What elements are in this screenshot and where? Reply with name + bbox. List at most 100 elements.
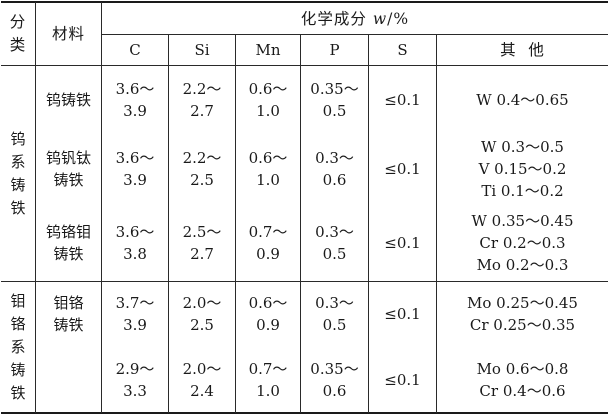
cell-text: Cr 0.25～0.35 (469, 316, 576, 334)
row5-mn: 0.7～ 1.0 (236, 346, 300, 413)
cell-text: 0.3～ (315, 294, 354, 312)
cell-text: 3.6～ (115, 149, 155, 167)
cell-text: 1.0 (256, 171, 280, 189)
cell-text: 3.7～ (115, 294, 155, 312)
row2-p: 0.3～ 0.6 (301, 134, 368, 204)
cell-text: 2.7 (190, 102, 214, 120)
category-tungsten: 钨 系 铸 铁 (1, 66, 35, 281)
cell-text: Cr 0.2～0.3 (479, 233, 566, 252)
row3-s: ≤0.1 (369, 204, 436, 281)
cell-text: 3.3 (123, 381, 147, 400)
header-title-suffix: /% (387, 9, 410, 28)
cell-text: S (397, 41, 408, 59)
header-category-char: 类 (9, 36, 27, 54)
row3-c: 3.6～ 3.8 (102, 204, 168, 281)
cell-text: Cr 0.4～0.6 (479, 381, 566, 400)
row5-s: ≤0.1 (369, 346, 436, 413)
category-moly-chrome: 钼 铬 系 铸 铁 (1, 282, 35, 413)
row2-s: ≤0.1 (369, 134, 436, 204)
header-col-s: S (369, 35, 436, 65)
cell-text: 3.9 (123, 316, 147, 334)
cell-text: 钼铬 (53, 294, 84, 312)
cell-text: 0.9 (256, 316, 280, 334)
row1-si: 2.2～ 2.7 (169, 66, 235, 134)
row2-mn: 0.6～ 1.0 (236, 134, 300, 204)
header-material-label: 材料 (51, 25, 85, 43)
header-col-mn: Mn (236, 35, 300, 65)
cell-text: 0.7～ (248, 359, 288, 378)
cell-text: 0.5 (322, 102, 347, 120)
cell-text: 0.5 (322, 244, 347, 263)
header-category: 分 类 (1, 3, 35, 65)
cell-text: 0.6～ (248, 80, 288, 98)
cell-text: 2.4 (190, 381, 214, 400)
header-col-si: Si (169, 35, 235, 65)
row1-p: 0.35～ 0.5 (301, 66, 368, 134)
cell-text: 钨 (10, 129, 26, 148)
row1-s: ≤0.1 (369, 66, 436, 134)
cell-text: 钼 (10, 292, 26, 310)
cell-text: Mo 0.2～0.3 (476, 255, 569, 274)
cell-text: W 0.3～0.5 (481, 138, 564, 156)
cell-text: 0.6 (322, 381, 347, 400)
cell-text: ≤0.1 (384, 305, 421, 323)
header-category-char: 分 (9, 13, 27, 31)
cell-text: 钨铸铁 (45, 91, 91, 109)
rule-group-divider (1, 281, 608, 282)
cell-text: 1.0 (256, 381, 280, 400)
cell-text: P (329, 41, 340, 59)
cell-text: 铸铁 (53, 244, 84, 263)
row1-other: W 0.4～0.65 (437, 66, 608, 134)
row2-si: 2.2～ 2.5 (169, 134, 235, 204)
row2-other: W 0.3～0.5 V 0.15～0.2 Ti 0.1～0.2 (437, 134, 608, 204)
header-col-c: C (102, 35, 168, 65)
cell-text: 铬 (10, 315, 26, 333)
cell-text: 铸 (10, 175, 26, 194)
cell-text: ≤0.1 (384, 91, 421, 109)
cell-text: Si (194, 41, 210, 59)
cell-text: 2.5 (190, 316, 214, 334)
cell-text: 0.7～ (248, 222, 288, 241)
row2-material: 钨钒钛 铸铁 (36, 134, 101, 204)
header-group-title: 化学成分 w/% (102, 3, 608, 34)
cell-text: 1.0 (256, 102, 280, 120)
col-rule-5 (300, 35, 301, 413)
row5-other: Mo 0.6～0.8 Cr 0.4～0.6 (437, 346, 608, 413)
row5-c: 2.9～ 3.3 (102, 346, 168, 413)
rule-header-sub (101, 34, 608, 35)
col-rule-1 (35, 2, 36, 413)
cell-text: 钨铬钼 (45, 222, 91, 241)
cell-text: 2.5 (190, 171, 214, 189)
row1-c: 3.6～ 3.9 (102, 66, 168, 134)
row4-c: 3.7～ 3.9 (102, 282, 168, 346)
col-rule-4 (235, 35, 236, 413)
cell-text: 2.0～ (182, 294, 222, 312)
col-rule-2 (101, 2, 102, 413)
cell-text: 2.0～ (182, 359, 222, 378)
cell-text: 3.9 (123, 102, 147, 120)
cell-text: 钨钒钛 (45, 149, 91, 167)
cell-text: 铁 (10, 384, 26, 402)
row1-material: 钨铸铁 (36, 66, 101, 134)
row4-mn: 0.6～ 0.9 (236, 282, 300, 346)
rule-header-bottom (1, 65, 608, 66)
cell-text: 0.35～ (310, 359, 359, 378)
cell-text: 3.8 (123, 244, 147, 263)
header-title-var: w (372, 9, 388, 28)
cell-text: 0.9 (256, 244, 280, 263)
cell-text: 2.2～ (182, 80, 222, 98)
cell-text: 铸 (10, 361, 26, 379)
row1-mn: 0.6～ 1.0 (236, 66, 300, 134)
cell-text: Mn (255, 41, 281, 59)
cell-text: 3.9 (123, 171, 147, 189)
cell-text: 2.9～ (115, 359, 155, 378)
cell-text: V 0.15～0.2 (478, 160, 567, 178)
row3-material: 钨铬钼 铸铁 (36, 204, 101, 281)
cell-text: 2.7 (190, 244, 214, 263)
col-rule-6 (368, 35, 369, 413)
row2-c: 3.6～ 3.9 (102, 134, 168, 204)
header-col-p: P (301, 35, 368, 65)
col-rule-3 (168, 35, 169, 413)
row3-other: W 0.35～0.45 Cr 0.2～0.3 Mo 0.2～0.3 (437, 204, 608, 281)
